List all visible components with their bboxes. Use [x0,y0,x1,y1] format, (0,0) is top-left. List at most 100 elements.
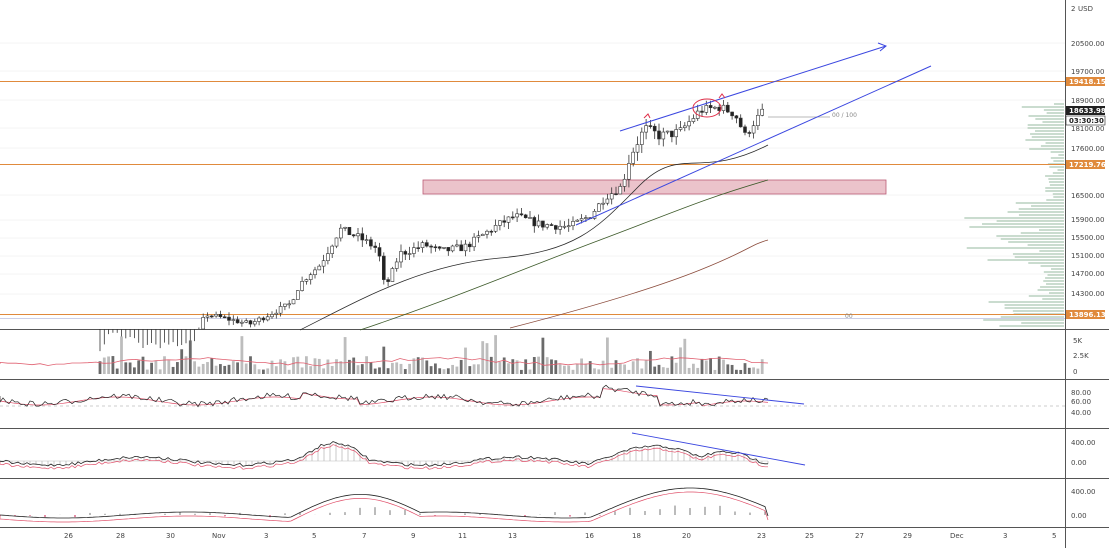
volume-bar [696,367,700,374]
volume-bar [735,369,738,374]
time-tick: 18 [632,532,641,540]
volume-bar [550,359,553,374]
profile-bar [1040,286,1064,288]
candle-bull [472,236,476,248]
volume-bar [274,366,278,374]
candle-bear [549,224,554,226]
volume-bar [124,362,128,374]
volume-bar [610,367,614,374]
profile-bar [1053,103,1064,105]
candle-bear [360,233,365,241]
volume-bar [649,350,652,374]
volume-bar [257,369,261,374]
price-tag-level-low: 13896.13 [1066,310,1106,319]
volume-bar [541,337,545,374]
candle-bull [304,279,309,282]
volume-bar [459,359,463,374]
time-tick: 5 [1052,532,1056,540]
candle-bull [596,203,601,212]
highlight-mark [718,93,726,99]
candle-bull [463,243,468,252]
volume-bar [219,364,222,374]
candle-bear [437,246,442,249]
volume-bar [442,369,446,374]
candle-bear [730,111,734,117]
volume-bar [330,365,334,374]
volume-bar [163,356,166,374]
volume-bar [438,368,442,374]
volume-bar [382,346,386,374]
candle-bull [605,198,610,204]
osc-divergence-line [631,432,806,466]
candle-bear [502,220,507,223]
profile-bar [982,223,1064,225]
candle-bear [747,132,752,134]
volume-bar [391,362,394,374]
candle-bear [489,230,494,233]
candle-bull [678,127,683,130]
profile-bar [1025,139,1064,141]
candle-bear [210,315,214,318]
volume-bar [111,356,115,374]
volume-bar [468,366,472,374]
profile-bar [1035,130,1064,132]
supply-zone[interactable] [422,179,887,195]
time-tick: 3 [1003,532,1007,540]
rsi-signal-line [0,388,769,407]
candle-bull [313,269,317,276]
macd-pane [0,487,769,523]
candle-bull [584,217,588,219]
candle-bull [687,121,691,127]
profile-bar [969,226,1064,228]
candle-bull [295,290,300,300]
volume-bar [158,369,162,374]
candle-bull [253,321,257,325]
candle-bull [618,186,623,195]
candle-bear [510,216,515,219]
volume-bar [150,362,153,374]
profile-bar [999,325,1064,327]
profile-bar [1027,127,1064,129]
candles [99,99,765,352]
rsi-pane [0,384,1065,408]
candle-bull [412,247,416,254]
volume-bar [386,368,390,374]
volume-bar [253,364,257,374]
candle-bear [227,316,231,321]
volume-bar [167,360,171,374]
volume-bar [554,360,558,374]
profile-bar [1048,181,1064,183]
candle-bear [433,246,438,249]
candle-bear [459,244,464,252]
candle-bull [622,178,627,187]
profile-bar [1018,208,1064,210]
volume-bar [262,369,265,374]
volume-bar [403,369,407,374]
profile-bar [1040,145,1064,147]
profile-bar [1037,289,1064,291]
volume-bar [305,356,308,374]
volume-bar [188,340,192,374]
trend-lines[interactable] [575,42,932,226]
profile-bar [1021,322,1064,324]
volume-bar [709,358,712,374]
ratio-label: 00 / 100 [832,112,857,119]
volume-bar [567,365,571,374]
volume-bar [726,364,730,374]
price-tick: 15900.00 [1071,216,1104,224]
volume-bar [627,369,631,374]
horizontal-levels[interactable] [0,81,1065,319]
time-tick: 26 [64,532,73,540]
candle-bull [240,321,244,324]
volume-bar [593,368,596,374]
volume-pane [0,335,769,374]
profile-bar [1040,265,1064,267]
profile-bar [1048,178,1064,180]
volume-bar [408,363,411,374]
candle-bull [450,245,455,252]
profile-bar [1012,253,1064,255]
time-tick: 7 [362,532,366,540]
profile-bar [1050,151,1064,153]
time-axis[interactable]: 26 28 30 Nov 3 5 7 9 11 13 16 18 20 23 2… [64,532,1056,540]
